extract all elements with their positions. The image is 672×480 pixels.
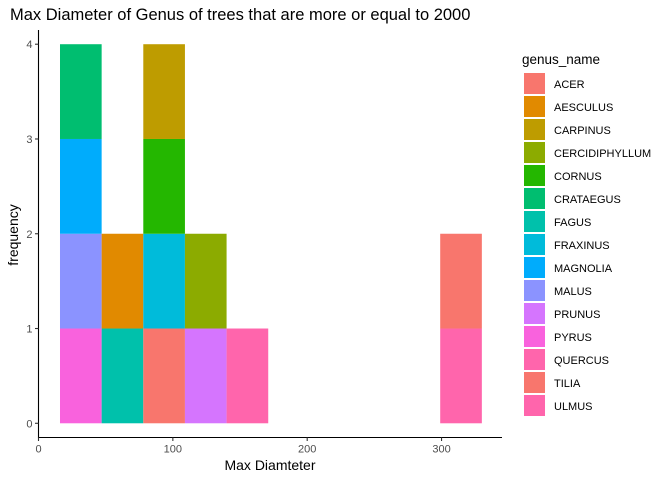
legend-key <box>524 303 545 324</box>
bar-segment <box>143 44 185 139</box>
bar-segment <box>143 233 185 329</box>
bar-segment <box>101 328 144 424</box>
legend-key <box>524 395 545 416</box>
bar-segment <box>440 328 482 424</box>
bar-segment <box>143 328 185 424</box>
legend-key <box>524 257 545 278</box>
legend-label: FRAXINUS <box>554 240 610 252</box>
y-tick-label: 4 <box>26 39 32 51</box>
bar-segment <box>59 233 102 329</box>
bar-segment <box>59 44 102 139</box>
legend-label: ULMUS <box>554 401 593 413</box>
bar-segment <box>143 138 185 234</box>
legend-key <box>524 165 545 186</box>
legend-key <box>524 326 545 347</box>
legend-label: FAGUS <box>554 217 591 229</box>
legend-label: TILIA <box>554 378 581 390</box>
bar-segment <box>184 233 227 329</box>
x-tick-label: 100 <box>164 444 182 456</box>
bar-segment <box>101 233 144 329</box>
legend-key <box>524 96 545 117</box>
legend-label: ACER <box>554 79 585 91</box>
bar-segment <box>440 233 482 329</box>
bar-segment <box>59 138 102 234</box>
legend-label: CORNUS <box>554 171 602 183</box>
legend-key <box>524 280 545 301</box>
legend-key <box>524 142 545 163</box>
legend-label: QUERCUS <box>554 355 609 367</box>
y-tick-label: 3 <box>26 134 32 146</box>
x-ticks: 0 100 200 300 <box>35 437 451 456</box>
y-tick-label: 1 <box>26 324 32 336</box>
y-axis-label: frequency <box>5 204 21 265</box>
bars-layer <box>59 44 482 424</box>
legend-key <box>524 119 545 140</box>
legend-label: PYRUS <box>554 332 592 344</box>
x-tick-label: 300 <box>432 444 450 456</box>
bar-segment <box>226 328 269 424</box>
legend-label: CERCIDIPHYLLUM <box>554 148 651 160</box>
legend-label: MAGNOLIA <box>554 263 613 275</box>
bar-segment <box>59 328 102 424</box>
legend-key <box>524 211 545 232</box>
legend-key <box>524 234 545 255</box>
y-tick-label: 0 <box>26 418 32 430</box>
legend-title: genus_name <box>522 52 600 67</box>
x-tick-label: 200 <box>298 444 316 456</box>
x-tick-label: 0 <box>35 444 41 456</box>
legend: ACER AESCULUS CARPINUS CERCIDIPHYLLUM CORNUS… <box>524 73 651 416</box>
legend-key <box>524 349 545 370</box>
legend-label: AESCULUS <box>554 102 613 114</box>
y-ticks: 0 1 2 3 4 <box>26 39 39 430</box>
chart-title: Max Diameter of Genus of trees that are … <box>10 6 470 24</box>
legend-key <box>524 73 545 94</box>
bar-segment <box>184 328 227 424</box>
legend-key <box>524 188 545 209</box>
y-tick-label: 2 <box>26 229 32 241</box>
legend-label: MALUS <box>554 286 592 298</box>
legend-label: PRUNUS <box>554 309 600 321</box>
legend-key <box>524 372 545 393</box>
x-axis-label: Max Diamteter <box>224 457 315 473</box>
legend-label: CRATAEGUS <box>554 194 621 206</box>
legend-label: CARPINUS <box>554 125 611 137</box>
